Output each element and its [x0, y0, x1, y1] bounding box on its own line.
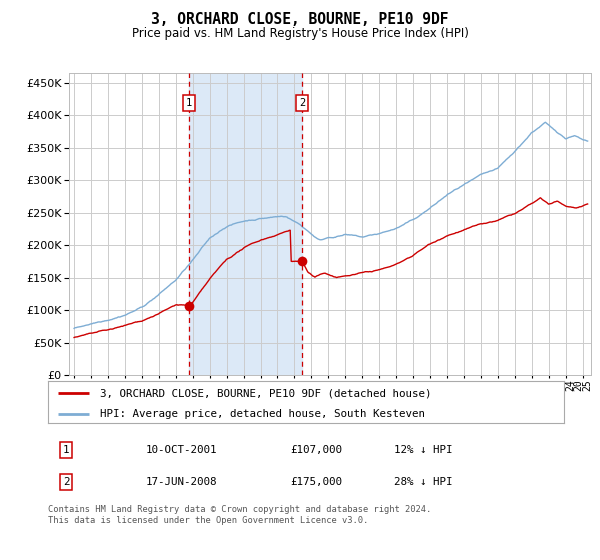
Text: 10-OCT-2001: 10-OCT-2001 [146, 445, 218, 455]
Text: Price paid vs. HM Land Registry's House Price Index (HPI): Price paid vs. HM Land Registry's House … [131, 27, 469, 40]
Text: 2: 2 [63, 477, 70, 487]
Text: Contains HM Land Registry data © Crown copyright and database right 2024.
This d: Contains HM Land Registry data © Crown c… [48, 505, 431, 525]
Text: £175,000: £175,000 [290, 477, 343, 487]
Text: 3, ORCHARD CLOSE, BOURNE, PE10 9DF: 3, ORCHARD CLOSE, BOURNE, PE10 9DF [151, 12, 449, 27]
Text: HPI: Average price, detached house, South Kesteven: HPI: Average price, detached house, Sout… [100, 409, 425, 418]
Text: 12% ↓ HPI: 12% ↓ HPI [394, 445, 452, 455]
Text: 1: 1 [186, 98, 192, 108]
Bar [189, 73, 302, 375]
Text: £107,000: £107,000 [290, 445, 343, 455]
Text: 1: 1 [63, 445, 70, 455]
Text: 3, ORCHARD CLOSE, BOURNE, PE10 9DF (detached house): 3, ORCHARD CLOSE, BOURNE, PE10 9DF (deta… [100, 389, 431, 398]
Text: 28% ↓ HPI: 28% ↓ HPI [394, 477, 452, 487]
Text: 17-JUN-2008: 17-JUN-2008 [146, 477, 218, 487]
Text: 2: 2 [299, 98, 305, 108]
